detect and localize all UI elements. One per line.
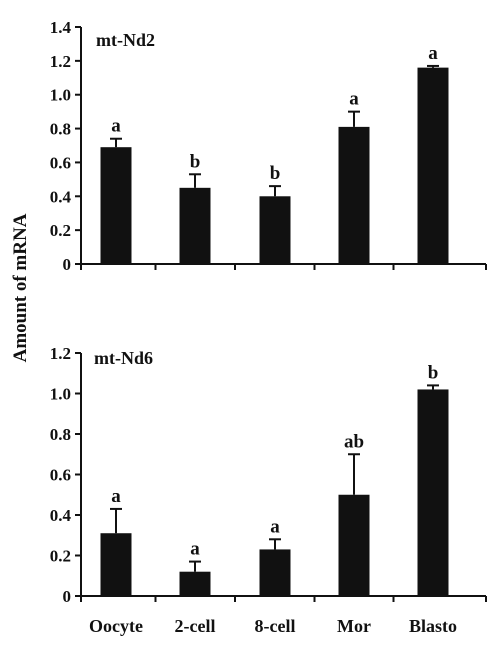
- bar: [338, 126, 370, 264]
- y-tick-label: 0.4: [50, 506, 72, 525]
- y-tick-label: 0.2: [50, 547, 71, 566]
- y-tick-label: 1.2: [50, 344, 71, 363]
- significance-label: a: [349, 89, 359, 110]
- bar: [100, 533, 132, 596]
- y-tick-label: 0: [63, 255, 72, 274]
- y-tick-label: 0.2: [50, 221, 71, 240]
- bar: [179, 571, 211, 596]
- y-axis-label: Amount of mRNA: [10, 213, 31, 362]
- y-tick-label: 1.4: [50, 18, 72, 37]
- x-tick-label: Blasto: [409, 616, 457, 636]
- bar: [100, 147, 132, 264]
- bar: [259, 196, 291, 264]
- y-tick-label: 1.0: [50, 385, 71, 404]
- bar: [417, 67, 449, 264]
- bar: [259, 549, 291, 596]
- y-tick-label: 1.0: [50, 86, 71, 105]
- x-tick-label: Oocyte: [89, 616, 143, 636]
- significance-label: b: [190, 151, 201, 172]
- chart-panel-mt-nd2: 0 0.2 0.4 0.6 0.8 1.0 1.2 1.4 mt-Nd2 a b b a a: [50, 18, 487, 274]
- significance-label: a: [270, 516, 280, 537]
- y-tick-label: 0.6: [50, 466, 71, 485]
- significance-label: b: [270, 163, 281, 184]
- y-tick-label: 0.8: [50, 425, 71, 444]
- y-tick-label: 0.4: [50, 187, 72, 206]
- significance-label: a: [111, 486, 121, 507]
- x-tick-label: Mor: [337, 616, 371, 636]
- panel-title: mt-Nd2: [96, 30, 155, 50]
- bar: [417, 389, 449, 596]
- y-tick-label: 0.6: [50, 153, 71, 172]
- x-tick-label: 8-cell: [255, 616, 296, 636]
- significance-label: ab: [344, 431, 364, 452]
- x-tick-label: 2-cell: [175, 616, 216, 636]
- chart-panel-mt-nd6: 0 0.2 0.4 0.6 0.8 1.0 1.2 mt-Nd6 a a a ab b Oocyte 2-c…: [50, 344, 487, 636]
- significance-label: b: [428, 362, 439, 383]
- y-tick-label: 0.8: [50, 120, 71, 139]
- y-tick-label: 1.2: [50, 52, 71, 71]
- y-tick-label: 0: [63, 587, 72, 606]
- significance-label: a: [190, 539, 200, 560]
- bar: [338, 494, 370, 596]
- significance-label: a: [111, 116, 121, 137]
- significance-label: a: [428, 43, 438, 64]
- panel-title: mt-Nd6: [94, 348, 153, 368]
- bar: [179, 187, 211, 264]
